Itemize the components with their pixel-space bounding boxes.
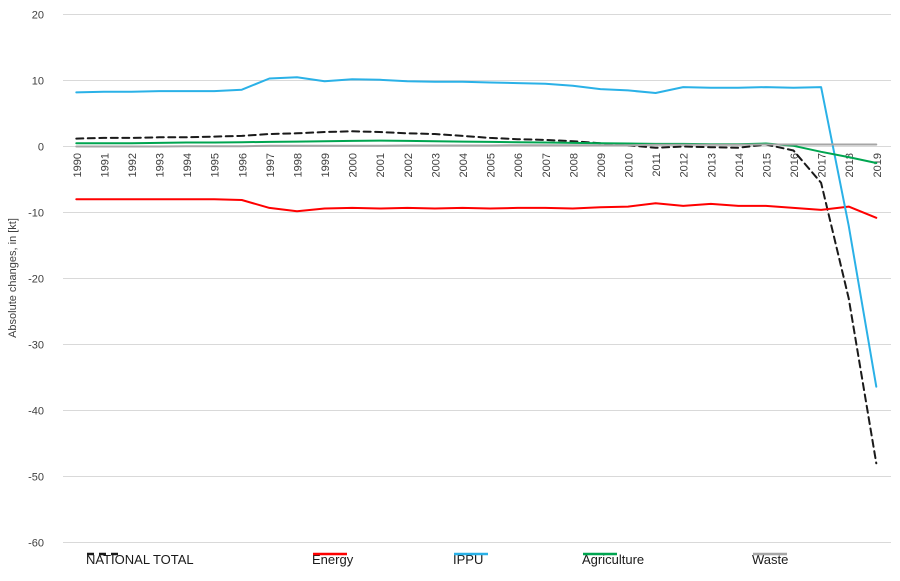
- y-tick-label: -20: [28, 274, 44, 286]
- x-tick-label: 2015: [761, 153, 773, 177]
- x-tick-label: 1997: [265, 153, 277, 177]
- x-tick-label: 2002: [403, 153, 415, 177]
- x-tick-label: 2007: [541, 153, 553, 177]
- national-total-line-sample-icon: [87, 552, 121, 556]
- x-tick-label: 2006: [513, 153, 525, 177]
- x-tick-label: 2011: [651, 153, 663, 177]
- x-tick-label: 2009: [596, 153, 608, 177]
- legend-item-national-total: NATIONAL TOTAL: [86, 549, 194, 569]
- legend: NATIONAL TOTAL Energy IPPU Agriculture Waste: [0, 549, 900, 571]
- x-tick-label: 1998: [292, 153, 304, 177]
- ippu-line-sample-icon: [454, 552, 488, 556]
- x-tick-label: 2005: [486, 153, 498, 177]
- x-tick-label: 2003: [430, 153, 442, 177]
- y-tick-label: -40: [28, 406, 44, 418]
- legend-item-waste: Waste: [752, 549, 788, 569]
- series-line-ippu: [75, 76, 878, 388]
- x-tick-label: 1993: [155, 153, 167, 177]
- x-tick-label: 1995: [210, 153, 222, 177]
- x-tick-label: 2008: [568, 153, 580, 177]
- series-line-waste: [75, 143, 878, 148]
- y-tick-label: 10: [32, 76, 44, 88]
- y-tick-label: 0: [38, 142, 44, 154]
- legend-item-energy: Energy: [312, 549, 353, 569]
- series-line-national-total: [75, 130, 878, 465]
- x-tick-label: 2004: [458, 153, 470, 177]
- x-tick-label: 2013: [706, 153, 718, 177]
- x-tick-label: 2001: [375, 153, 387, 177]
- y-tick-label: -50: [28, 472, 44, 484]
- y-tick-label: -30: [28, 340, 44, 352]
- x-tick-label: 1994: [182, 153, 194, 177]
- x-tick-label: 2014: [734, 153, 746, 177]
- legend-item-ippu: IPPU: [453, 549, 488, 569]
- series-line-energy: [75, 198, 878, 219]
- x-tick-label: 1990: [72, 153, 84, 177]
- agriculture-line-sample-icon: [583, 552, 617, 556]
- x-tick-label: 2019: [872, 153, 884, 177]
- x-tick-label: 1992: [127, 153, 139, 177]
- x-tick-label: 2000: [348, 153, 360, 177]
- energy-line-sample-icon: [313, 552, 347, 556]
- x-tick-label: 2016: [789, 153, 801, 177]
- x-tick-label: 2017: [817, 153, 829, 177]
- x-tick-label: 1999: [320, 153, 332, 177]
- x-tick-label: 1991: [99, 153, 111, 177]
- waste-line-sample-icon: [753, 552, 787, 556]
- x-tick-label: 1996: [237, 153, 249, 177]
- x-tick-label: 2018: [844, 153, 856, 177]
- y-tick-label: -60: [28, 538, 44, 550]
- x-tick-label: 2012: [679, 153, 691, 177]
- y-tick-label: -10: [28, 208, 44, 220]
- legend-item-agriculture: Agriculture: [582, 549, 644, 569]
- y-tick-label: 20: [32, 10, 44, 22]
- x-tick-label: 2010: [624, 153, 636, 177]
